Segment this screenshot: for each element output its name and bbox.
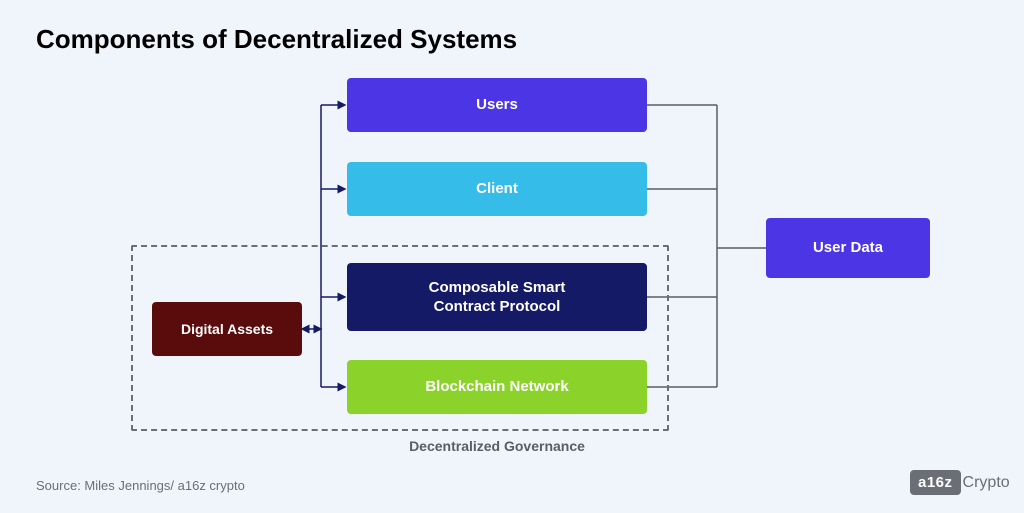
logo-text: Crypto — [963, 474, 1010, 492]
users-label: Users — [476, 95, 518, 115]
client-box: Client — [347, 162, 647, 216]
protocol-box: Composable SmartContract Protocol — [347, 263, 647, 331]
a16z-crypto-logo: a16z Crypto — [910, 470, 1010, 495]
digital-assets-label: Digital Assets — [181, 320, 273, 338]
source-attribution: Source: Miles Jennings/ a16z crypto — [36, 478, 245, 493]
users-box: Users — [347, 78, 647, 132]
blockchain-label: Blockchain Network — [425, 377, 568, 397]
user-data-label: User Data — [813, 238, 883, 258]
page-title: Components of Decentralized Systems — [36, 24, 517, 55]
governance-label: Decentralized Governance — [347, 438, 647, 454]
client-label: Client — [476, 179, 518, 199]
blockchain-box: Blockchain Network — [347, 360, 647, 414]
logo-badge: a16z — [910, 470, 961, 495]
protocol-label: Composable SmartContract Protocol — [429, 278, 566, 317]
digital-assets-box: Digital Assets — [152, 302, 302, 356]
user-data-box: User Data — [766, 218, 930, 278]
